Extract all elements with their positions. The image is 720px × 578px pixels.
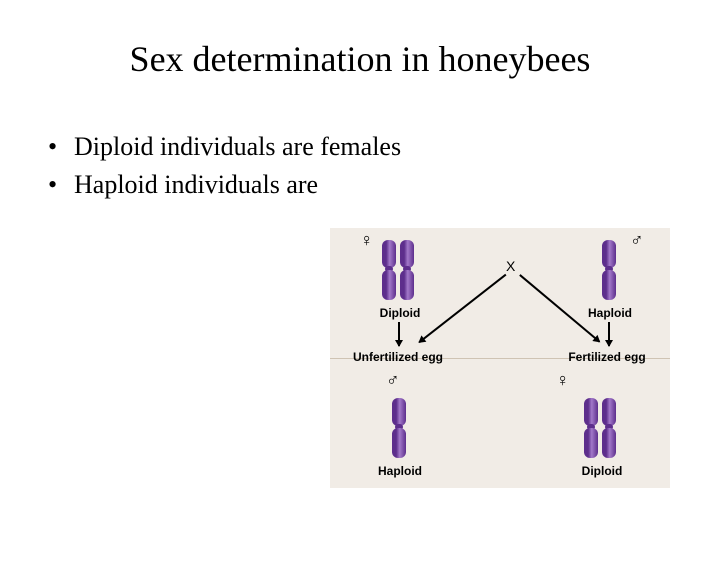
bullet-item: Haploid individuals are <box>48 166 720 204</box>
haploid-label: Haploid <box>372 464 428 478</box>
male-symbol-icon: ♂ <box>386 370 400 391</box>
arrow-down-icon <box>398 322 400 346</box>
haploid-label: Haploid <box>582 306 638 320</box>
arrow-down-icon <box>608 322 610 346</box>
female-symbol-icon: ♀ <box>360 230 374 251</box>
female-symbol-icon: ♀ <box>556 370 570 391</box>
unfertilized-egg-label: Unfertilized egg <box>338 350 458 364</box>
chromosome-icon <box>584 398 598 458</box>
cross-label: X <box>506 258 515 274</box>
bullet-text: Diploid individuals are females <box>74 132 401 161</box>
bullet-list: Diploid individuals are females Haploid … <box>48 128 720 203</box>
chromosome-icon <box>400 240 414 300</box>
diploid-label: Diploid <box>372 306 428 320</box>
page-title: Sex determination in honeybees <box>0 38 720 80</box>
chromosome-icon <box>602 240 616 300</box>
male-symbol-icon: ♂ <box>630 230 644 251</box>
chromosome-icon <box>382 240 396 300</box>
fertilized-egg-label: Fertilized egg <box>552 350 662 364</box>
chromosome-icon <box>602 398 616 458</box>
bullet-text: Haploid individuals are <box>74 170 318 199</box>
bullet-item: Diploid individuals are females <box>48 128 720 166</box>
haplodiploidy-diagram: ♀ Diploid ♂ Haploid X Unfertilized egg F… <box>330 228 670 488</box>
chromosome-icon <box>392 398 406 458</box>
diploid-label: Diploid <box>574 464 630 478</box>
